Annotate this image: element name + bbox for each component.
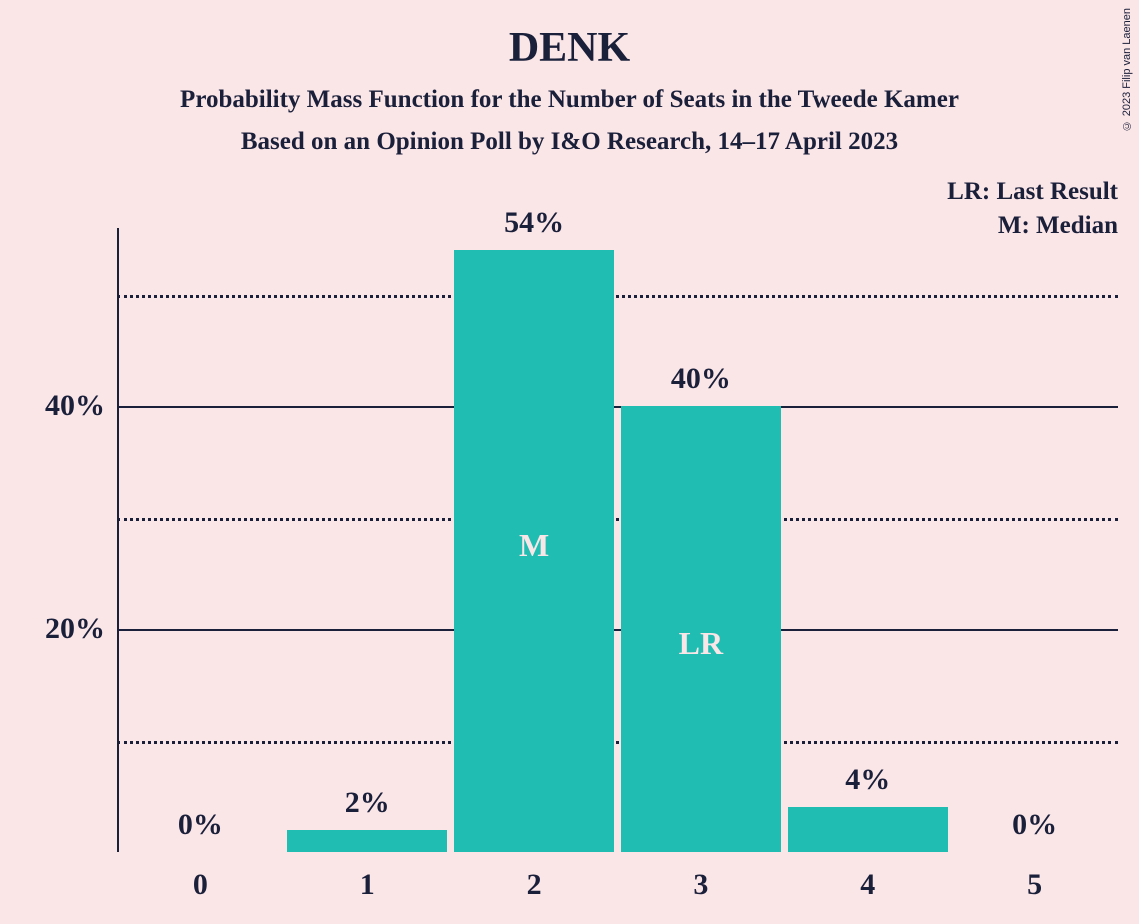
bar: 40%LR (621, 406, 781, 852)
chart-plot-area: 20%40%0%02%154%M240%LR34%40%5LR: Last Re… (117, 228, 1118, 852)
legend-lr: LR: Last Result (947, 178, 1118, 206)
bar-value-label: 40% (671, 362, 731, 406)
bar: 4% (788, 807, 948, 852)
x-axis-tick-label: 5 (1027, 852, 1042, 902)
copyright-text: © 2023 Filip van Laenen (1121, 8, 1133, 131)
gridline-minor (117, 295, 1118, 298)
x-axis-tick-label: 1 (360, 852, 375, 902)
y-axis-tick-label: 20% (45, 612, 117, 646)
y-axis-tick-label: 40% (45, 389, 117, 423)
bar-value-label: 0% (178, 808, 223, 852)
bar-value-label: 0% (1012, 808, 1057, 852)
x-axis-tick-label: 2 (527, 852, 542, 902)
chart-subtitle-2: Based on an Opinion Poll by I&O Research… (0, 114, 1139, 156)
bar: 54%M (454, 250, 614, 852)
bar-value-label: 54% (504, 206, 564, 250)
gridline-major (117, 406, 1118, 408)
legend-m: M: Median (947, 206, 1118, 240)
x-axis-tick-label: 4 (860, 852, 875, 902)
gridline-minor (117, 741, 1118, 744)
bar: 2% (287, 830, 447, 852)
bar-inner-label: M (519, 527, 549, 564)
y-axis-line (117, 228, 119, 852)
x-axis-tick-label: 3 (693, 852, 708, 902)
gridline-major (117, 629, 1118, 631)
legend: LR: Last ResultM: Median (947, 178, 1118, 240)
chart-title: DENK (0, 0, 1139, 72)
bar-value-label: 4% (845, 763, 890, 807)
x-axis-tick-label: 0 (193, 852, 208, 902)
gridline-minor (117, 518, 1118, 521)
chart-subtitle-1: Probability Mass Function for the Number… (0, 72, 1139, 114)
bar-inner-label: LR (679, 625, 723, 662)
bar-value-label: 2% (345, 786, 390, 830)
